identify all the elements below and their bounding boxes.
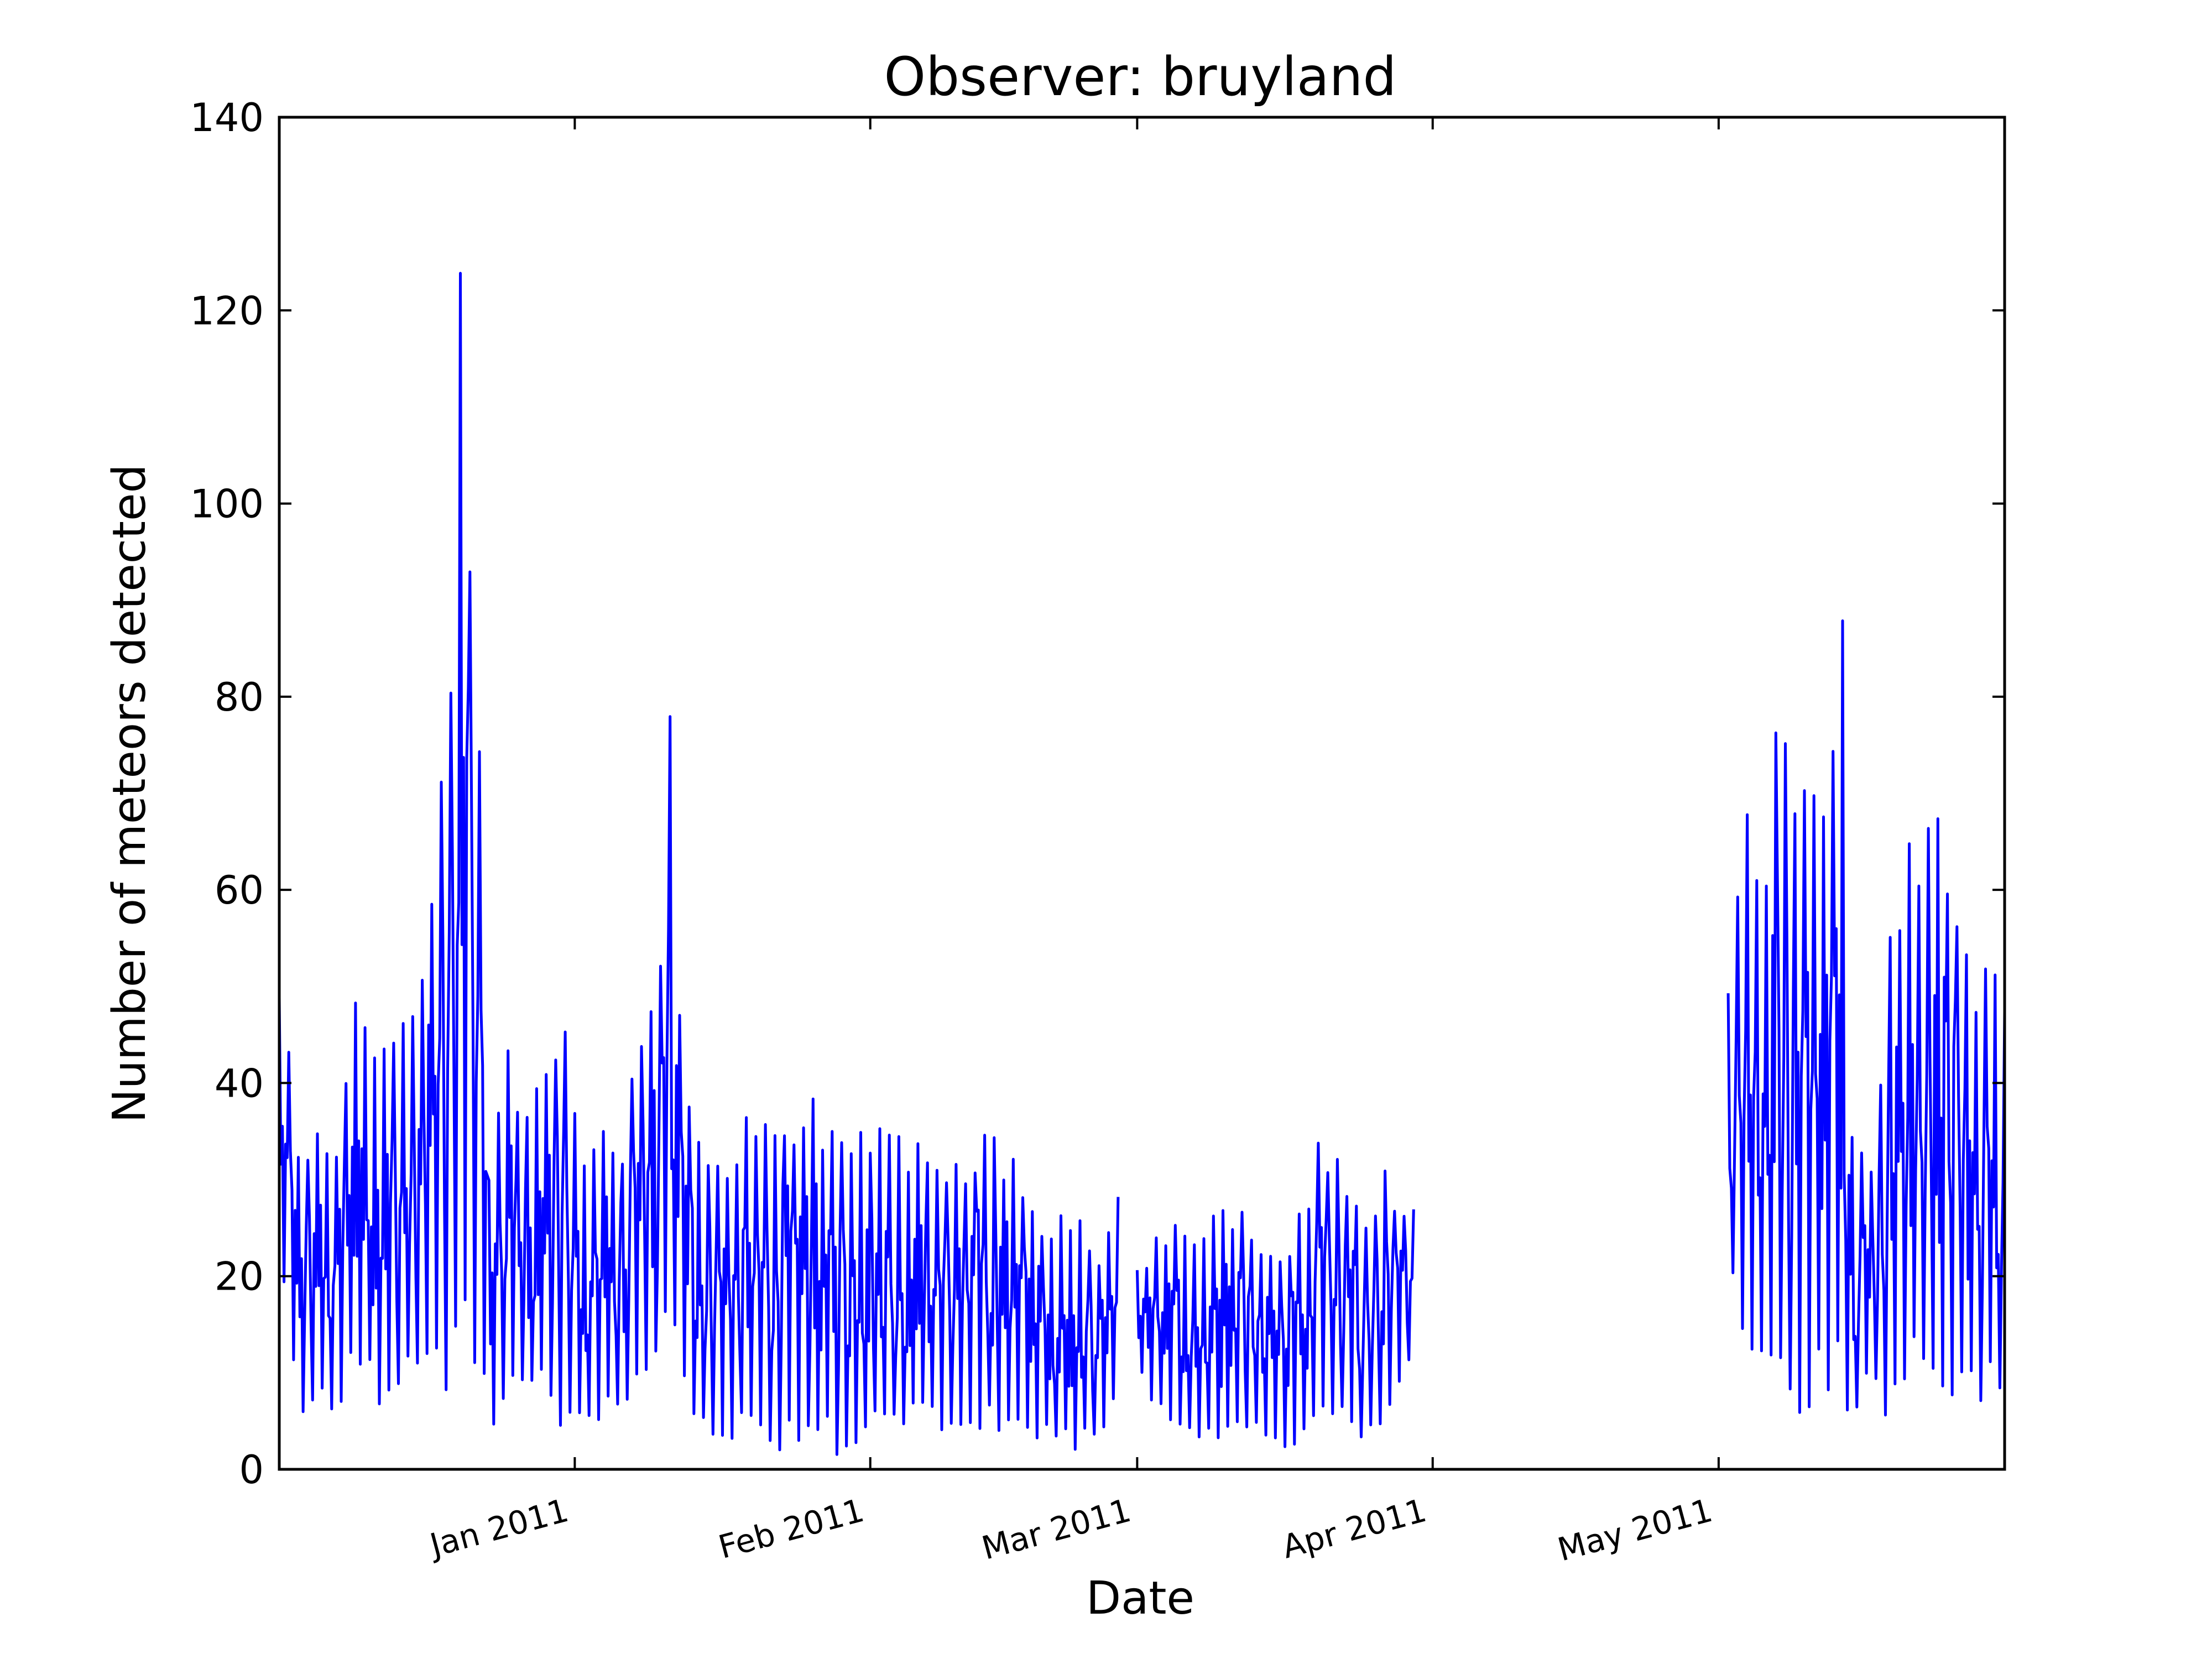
- y-axis-label: Number of meteors detected: [103, 464, 156, 1123]
- series-line: [1726, 619, 2006, 1417]
- y-tick-label: 20: [215, 1254, 264, 1300]
- plot-frame: [278, 116, 2006, 1471]
- y-tick-label: 60: [215, 868, 264, 913]
- y-tick-label: 40: [215, 1061, 264, 1106]
- y-axis: 0 20 40 60 80 100 120 140: [190, 95, 2005, 1493]
- y-tick-label: 100: [190, 482, 264, 527]
- x-axis-label: Date: [1086, 1572, 1194, 1625]
- x-tick-label: Apr 2011: [1278, 1491, 1430, 1566]
- y-tick-label: 120: [190, 288, 264, 333]
- x-tick-label: Feb 2011: [714, 1491, 868, 1566]
- y-tick-label: 0: [239, 1447, 264, 1493]
- y-tick-label: 80: [215, 675, 264, 720]
- x-tick-label: Jan 2011: [425, 1491, 572, 1565]
- series-group: [278, 272, 2006, 1456]
- chart-title: Observer: bruyland: [884, 46, 1397, 108]
- y-tick-label: 140: [190, 95, 264, 140]
- series-line: [1135, 1141, 1415, 1448]
- x-tick-label: May 2011: [1554, 1491, 1717, 1569]
- x-tick-label: Mar 2011: [978, 1491, 1135, 1567]
- series-line: [278, 272, 1120, 1456]
